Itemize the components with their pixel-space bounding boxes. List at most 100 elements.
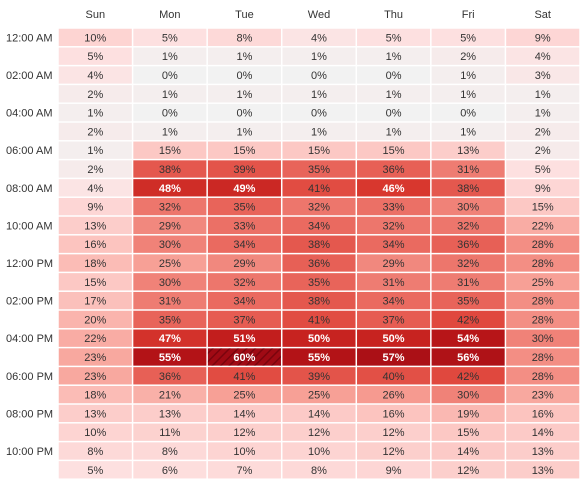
heatmap-cell <box>506 254 580 272</box>
column-header-tue: Tue <box>235 9 254 21</box>
cell-value-label: 1% <box>460 126 476 138</box>
heatmap-cell <box>58 103 132 122</box>
cell-value-label: 0% <box>311 70 327 82</box>
cell-value-label: 25% <box>532 277 554 289</box>
cell-value-label: 0% <box>386 70 402 82</box>
cell-value-label: 4% <box>311 32 327 44</box>
row-label: 06:00 AM <box>6 145 52 157</box>
cell-value-label: 0% <box>386 108 402 120</box>
heatmap-cell <box>431 141 505 159</box>
heatmap-cell <box>282 47 356 65</box>
heatmap-cell <box>357 160 431 178</box>
heatmap-cell <box>133 47 207 65</box>
heatmap-cell <box>282 348 356 366</box>
heatmap-cell <box>58 179 132 197</box>
heatmap-cell <box>431 423 505 441</box>
cell-value-label: 12% <box>457 465 479 477</box>
cell-value-label: 51% <box>233 333 255 345</box>
cell-value-label: 41% <box>233 371 255 383</box>
heatmap-cell <box>357 310 431 329</box>
heatmap-cell <box>58 329 132 347</box>
heatmap-cell <box>357 291 431 310</box>
row-label: 04:00 AM <box>6 108 52 120</box>
heatmap-cell <box>133 442 207 460</box>
cell-value-label: 32% <box>383 220 405 232</box>
heatmap-cell <box>431 85 505 103</box>
heatmap-cell <box>282 160 356 178</box>
heatmap-cell <box>58 348 132 366</box>
heatmap-cell <box>133 216 207 235</box>
heatmap-cell <box>431 235 505 253</box>
cell-value-label: 38% <box>457 183 479 195</box>
heatmap-cell <box>506 273 580 291</box>
heatmap-cell <box>58 47 132 65</box>
heatmap-cell <box>282 254 356 272</box>
heatmap-cell <box>357 103 431 122</box>
heatmap-cell <box>282 216 356 235</box>
heatmap-cell <box>357 254 431 272</box>
cell-value-label: 30% <box>159 239 181 251</box>
cell-value-label: 28% <box>532 296 554 308</box>
heatmap-cell <box>133 329 207 347</box>
heatmap-cell <box>431 216 505 235</box>
cell-value-label: 34% <box>308 220 330 232</box>
heatmap-cell <box>133 310 207 329</box>
cell-value-label: 35% <box>457 296 479 308</box>
row-label: 08:00 AM <box>6 183 52 195</box>
heatmap-cell <box>133 404 207 423</box>
cell-value-label: 0% <box>460 108 476 120</box>
cell-value-label: 28% <box>532 239 554 251</box>
cell-value-label: 19% <box>457 408 479 420</box>
heatmap-cell <box>133 179 207 197</box>
cell-value-label: 0% <box>162 70 178 82</box>
heatmap-cell <box>58 66 132 84</box>
heatmap-cell <box>506 216 580 235</box>
cell-value-label: 47% <box>159 333 181 345</box>
cell-value-label: 41% <box>308 314 330 326</box>
cell-value-label: 9% <box>386 465 402 477</box>
heatmap-cell <box>58 141 132 159</box>
cell-value-label: 9% <box>87 202 103 214</box>
heatmap-cell <box>357 122 431 141</box>
heatmap-cell <box>207 404 281 423</box>
cell-value-label: 34% <box>383 296 405 308</box>
cell-value-label: 36% <box>383 164 405 176</box>
cell-value-label: 57% <box>383 352 405 364</box>
cell-value-label: 34% <box>383 239 405 251</box>
heatmap-cell <box>506 122 580 141</box>
cell-value-label: 8% <box>162 446 178 458</box>
cell-value-label: 31% <box>457 277 479 289</box>
cell-value-label: 1% <box>386 126 402 138</box>
heatmap-cell <box>357 423 431 441</box>
cell-value-label: 15% <box>159 145 181 157</box>
heatmap-cell <box>357 442 431 460</box>
cell-value-label: 1% <box>162 89 178 101</box>
heatmap-cell <box>207 442 281 460</box>
heatmap-cell <box>357 404 431 423</box>
cell-value-label: 1% <box>311 126 327 138</box>
cell-value-label: 4% <box>87 183 103 195</box>
cell-value-label: 34% <box>233 239 255 251</box>
cell-value-label: 2% <box>87 89 103 101</box>
row-label: 02:00 PM <box>6 296 53 308</box>
cell-value-label: 36% <box>308 258 330 270</box>
cell-value-label: 10% <box>233 446 255 458</box>
heatmap-cell <box>133 423 207 441</box>
heatmap-cell <box>207 329 281 347</box>
cell-value-label: 42% <box>457 371 479 383</box>
column-header-wed: Wed <box>308 9 330 21</box>
heatmap-cell <box>431 329 505 347</box>
heatmap-cell <box>207 66 281 84</box>
cell-value-label: 21% <box>159 390 181 402</box>
cell-value-label: 28% <box>532 258 554 270</box>
cell-value-label: 13% <box>457 145 479 157</box>
heatmap-cell <box>133 85 207 103</box>
heatmap-cell <box>357 216 431 235</box>
cell-value-label: 1% <box>460 70 476 82</box>
cell-value-label: 5% <box>460 32 476 44</box>
cell-value-label: 18% <box>84 258 106 270</box>
heatmap-cell <box>357 329 431 347</box>
cell-value-label: 29% <box>159 220 181 232</box>
column-header-sun: Sun <box>85 9 105 21</box>
